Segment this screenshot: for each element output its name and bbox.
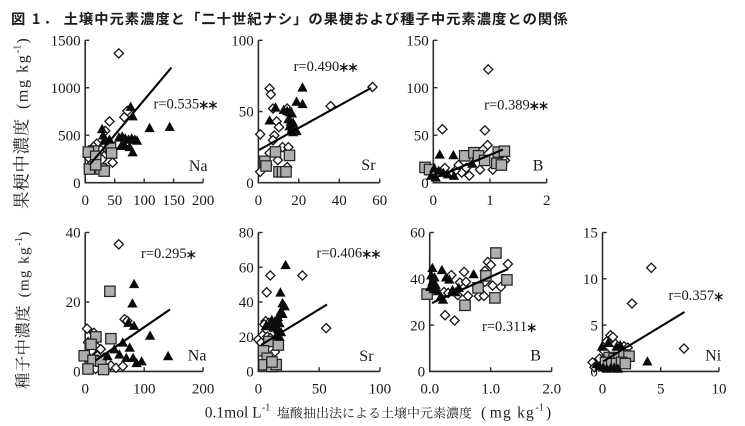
svg-text:0: 0 [246, 176, 254, 192]
svg-text:mg kg: mg kg [490, 404, 535, 421]
svg-text:100: 100 [369, 382, 392, 398]
svg-text:): ) [546, 404, 551, 421]
svg-text:60: 60 [239, 260, 254, 276]
svg-text:200: 200 [192, 382, 215, 398]
svg-text:40: 40 [410, 272, 425, 288]
svg-text:r=0.389: r=0.389 [484, 97, 530, 113]
svg-text:100: 100 [406, 81, 429, 97]
svg-text:50: 50 [239, 105, 254, 121]
svg-text:r=0.490: r=0.490 [294, 59, 340, 75]
svg-text:500: 500 [58, 128, 81, 144]
svg-text:15: 15 [583, 226, 598, 242]
svg-text:60: 60 [372, 193, 387, 209]
svg-text:50: 50 [312, 382, 327, 398]
svg-text:20: 20 [66, 295, 81, 311]
svg-text:B: B [533, 158, 544, 175]
svg-text:0: 0 [81, 193, 89, 209]
svg-text:1.0: 1.0 [481, 382, 500, 398]
svg-text:): ) [15, 38, 32, 43]
svg-text:150: 150 [162, 193, 185, 209]
svg-text:150: 150 [406, 34, 429, 50]
svg-text:0: 0 [418, 365, 426, 381]
svg-text:Sr: Sr [361, 157, 376, 174]
svg-text:2: 2 [543, 193, 551, 209]
svg-text:-1: -1 [262, 403, 270, 414]
svg-text:0: 0 [73, 176, 81, 192]
svg-text:5: 5 [657, 382, 665, 398]
svg-text:20: 20 [239, 330, 254, 346]
svg-text:0: 0 [430, 193, 438, 209]
svg-text:100: 100 [231, 34, 254, 50]
svg-text:20: 20 [410, 318, 425, 334]
svg-text:r=0.295: r=0.295 [141, 246, 187, 262]
svg-text:40: 40 [239, 295, 254, 311]
svg-text:1: 1 [486, 193, 494, 209]
svg-text:(: ( [481, 404, 486, 421]
svg-text:5: 5 [590, 318, 598, 334]
svg-text:0: 0 [599, 382, 607, 398]
svg-text:0.0: 0.0 [420, 382, 439, 398]
svg-text:40: 40 [66, 226, 81, 242]
svg-text:10: 10 [712, 382, 727, 398]
svg-text:0: 0 [255, 193, 263, 209]
svg-text:200: 200 [192, 193, 215, 209]
svg-text:-1: -1 [536, 403, 544, 414]
svg-text:1500: 1500 [51, 34, 81, 50]
svg-text:2.0: 2.0 [542, 382, 561, 398]
svg-text:r=0.535: r=0.535 [154, 97, 200, 113]
svg-text:0: 0 [246, 365, 254, 381]
svg-text:20: 20 [291, 193, 306, 209]
svg-text:): ) [17, 232, 33, 237]
svg-text:50: 50 [107, 193, 122, 209]
svg-text:Na: Na [188, 348, 207, 365]
svg-text:0: 0 [73, 365, 81, 381]
svg-text:1000: 1000 [51, 81, 81, 97]
svg-text:10: 10 [583, 272, 598, 288]
svg-text:r=0.357: r=0.357 [669, 288, 715, 304]
svg-text:-1: -1 [13, 45, 24, 53]
svg-text:r=0.311: r=0.311 [482, 319, 527, 335]
svg-text:Ni: Ni [705, 348, 722, 365]
svg-text:Sr: Sr [359, 348, 374, 365]
svg-text:B: B [530, 348, 541, 365]
svg-text:50: 50 [414, 128, 429, 144]
svg-text:Na: Na [189, 158, 208, 175]
svg-text:0: 0 [255, 382, 263, 398]
svg-text:r=0.406: r=0.406 [317, 246, 363, 262]
svg-text:(mg kg: (mg kg [15, 54, 32, 109]
svg-text:0: 0 [421, 176, 429, 192]
svg-text:0: 0 [590, 365, 598, 381]
svg-text:80: 80 [239, 226, 254, 242]
svg-text:-1: -1 [14, 237, 25, 245]
svg-text:(mg kg: (mg kg [17, 246, 33, 297]
svg-text:0.1mol L: 0.1mol L [205, 404, 262, 421]
svg-text:40: 40 [332, 193, 347, 209]
svg-text:100: 100 [133, 193, 156, 209]
svg-text:0: 0 [81, 382, 89, 398]
svg-text:100: 100 [133, 382, 156, 398]
svg-text:60: 60 [410, 226, 425, 242]
